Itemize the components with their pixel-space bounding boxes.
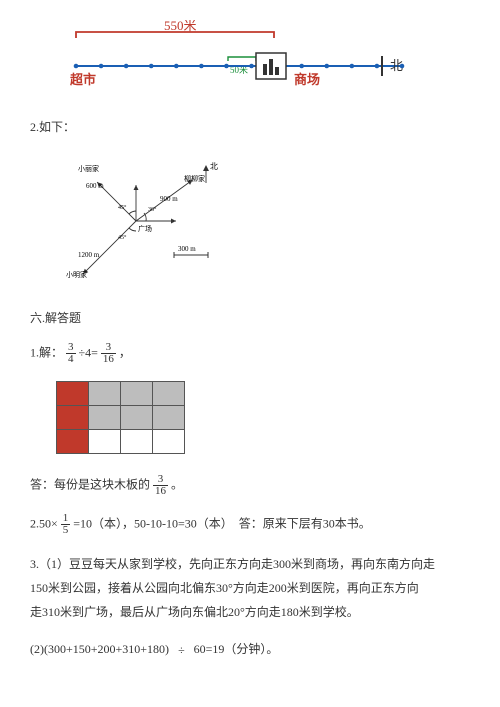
grid-cell	[57, 382, 89, 406]
q3-para: 3.（1）豆豆每天从家到学校，先向正东方向走300米到商场，再向东南方向走 15…	[30, 552, 470, 624]
d2-center: 广场	[138, 224, 152, 233]
grid-cell	[89, 406, 121, 430]
d2-xiaoming-d: 1200 m	[78, 251, 100, 259]
q2-frac: 15	[61, 513, 71, 536]
label-supermarket: 超市	[70, 72, 96, 87]
q3b-div: ÷	[178, 644, 185, 656]
d2-xiaoli-d: 600 m	[86, 182, 104, 190]
d2-xiaoming: 小明家	[66, 270, 87, 279]
answer-1: 答：每份是这块木板的 316 。	[30, 474, 470, 497]
label-550: 550米	[164, 20, 197, 33]
grid-cell	[121, 406, 153, 430]
q1-mid: ÷4=	[79, 345, 101, 359]
q1-tail: ，	[119, 345, 131, 359]
fraction-grid	[56, 381, 185, 454]
grid-cell	[89, 382, 121, 406]
grid-cell	[121, 430, 153, 454]
svg-text:36°: 36°	[148, 206, 157, 213]
grid-cell	[121, 382, 153, 406]
diagram1-svg: 550米 50米 北 超市 商场	[56, 20, 416, 90]
q1-frac1: 34	[66, 342, 76, 365]
d2-liuliu-d: 900 m	[160, 195, 178, 203]
grid-cell	[153, 382, 185, 406]
q3b-line: (2)(300+150+200+310+180) ÷ 60=19（分钟）。	[30, 640, 470, 657]
grid-cell	[153, 406, 185, 430]
text-2-header: 2.如下：	[30, 118, 470, 135]
q2-line: 2.50× 15 =10（本），50-10-10=30（本） 答：原来下层有30…	[30, 513, 470, 536]
ans1-frac: 316	[153, 474, 168, 497]
grid-cell	[153, 430, 185, 454]
grid-cell	[57, 406, 89, 430]
q1-line: 1.解： 34 ÷4= 316 ，	[30, 342, 470, 365]
diagram-directions: 北 300 m 小丽家 600 m 柳柳家 900 m 小明家 1200 m 广…	[56, 151, 470, 285]
d2-north: 北	[210, 162, 218, 171]
d2-xiaoli: 小丽家	[78, 164, 99, 173]
q1-prefix: 1.解：	[30, 345, 63, 359]
q1-frac2: 316	[101, 342, 116, 365]
grid-cell	[57, 430, 89, 454]
svg-text:45°: 45°	[118, 204, 127, 211]
svg-text:45°: 45°	[118, 234, 127, 241]
d2-liuliu: 柳柳家	[184, 174, 205, 183]
section-6-title: 六.解答题	[30, 309, 470, 326]
label-mall: 商场	[294, 72, 320, 87]
d2-scale: 300 m	[178, 245, 196, 253]
diagram2-svg: 北 300 m 小丽家 600 m 柳柳家 900 m 小明家 1200 m 广…	[56, 151, 236, 281]
diagram-supermarket-mall: 550米 50米 北 超市 商场	[56, 20, 470, 94]
grid-cell	[89, 430, 121, 454]
